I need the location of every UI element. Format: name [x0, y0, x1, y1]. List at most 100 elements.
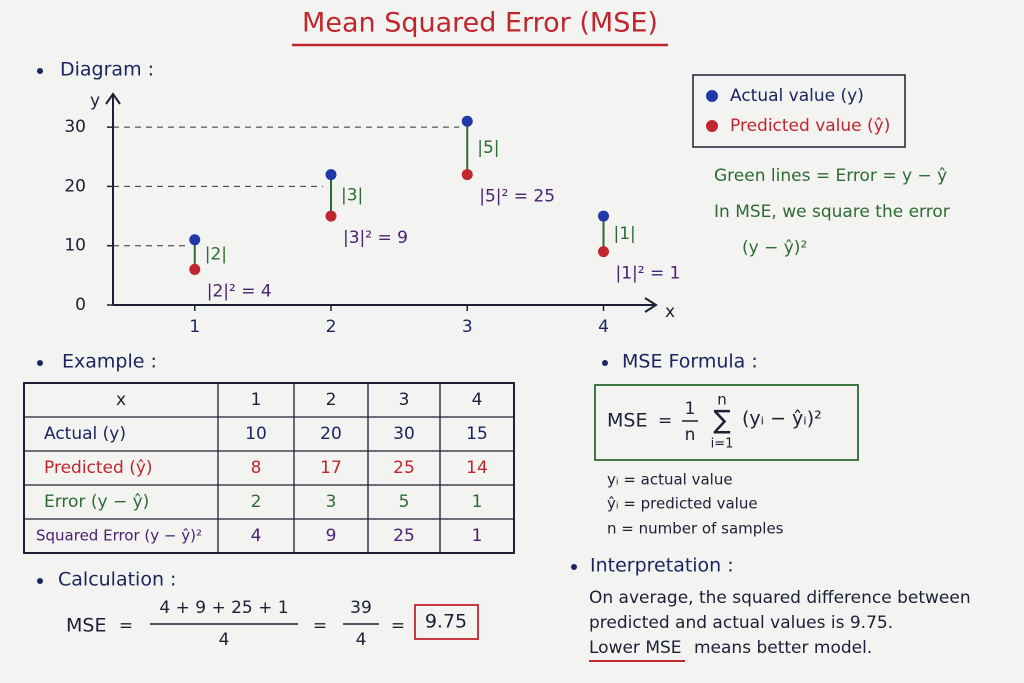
y-tick-label: 30: [64, 117, 86, 137]
error-label: |5|: [477, 138, 499, 158]
x-tick-label: 3: [462, 317, 473, 337]
formula-text: (yᵢ − ŷᵢ)²: [742, 408, 822, 430]
table-border: [23, 382, 515, 554]
section-heading: MSE Formula :: [622, 351, 758, 373]
table-cell: 25: [393, 526, 415, 546]
calc-text: 4: [219, 630, 230, 650]
bullet: [571, 564, 577, 570]
result: 9.75: [425, 611, 467, 633]
y-tick-label: 0: [75, 295, 86, 315]
table-cell: 17: [320, 458, 342, 478]
row-label: Actual (y): [44, 424, 126, 444]
calc-text: 4: [356, 630, 367, 650]
note: In MSE, we square the error: [714, 202, 950, 222]
section-heading: Diagram :: [60, 59, 154, 81]
table-cell: 3: [326, 492, 337, 512]
formula-text: ∑: [713, 406, 731, 436]
row-label: Squared Error (y − ŷ)²: [36, 527, 202, 545]
formula-text: i=1: [711, 437, 734, 452]
table-cell: 30: [393, 424, 415, 444]
error-label: |3|: [341, 185, 363, 205]
x-tick-label: 1: [189, 317, 200, 337]
table-cell: 8: [251, 458, 262, 478]
bullet: [37, 578, 43, 584]
formula-box: [594, 384, 859, 461]
table-cell: 2: [251, 492, 262, 512]
legend-entry: Predicted value (ŷ): [730, 116, 890, 136]
axis-arrow: [644, 297, 658, 313]
section-heading: Example :: [62, 351, 157, 373]
squared-label: |5|² = 25: [479, 187, 555, 207]
table-header: 1: [251, 390, 262, 410]
formula-text: 1: [685, 399, 696, 419]
point: [189, 263, 201, 275]
x-axis-label: x: [665, 302, 675, 322]
paragraph-line: On average, the squared difference betwe…: [589, 588, 971, 608]
y-tick-label: 20: [64, 176, 86, 196]
table-header: 4: [472, 390, 483, 410]
table-cell: 10: [245, 424, 267, 444]
table-cell: 4: [251, 526, 262, 546]
x-tick-label: 4: [598, 317, 609, 337]
calc-text: =: [119, 616, 133, 636]
legend-box: [692, 74, 906, 148]
legend-swatch: [706, 120, 718, 132]
table-cell: 14: [466, 458, 488, 478]
table-header: 3: [399, 390, 410, 410]
y-tick-label: 10: [64, 236, 86, 256]
formula-text: n: [717, 391, 727, 409]
bullet: [37, 68, 43, 74]
calc-text: =: [391, 616, 405, 636]
paragraph-line: means better model.: [694, 638, 872, 658]
result-box: [414, 604, 479, 640]
error-label: |1|: [614, 224, 636, 244]
paragraph-line: predicted and actual values is 9.75.: [589, 613, 893, 633]
calc-text: 4 + 9 + 25 + 1: [159, 598, 288, 618]
row-label: Error (y − ŷ): [44, 492, 149, 512]
chart: 0 10 20 30 1 2 3 4 |2| |2|² = 4 |3| |3|² = 9 |5| |5|²…: [64, 115, 681, 337]
table-header: x: [116, 390, 126, 410]
page-title: Mean Squared Error (MSE): [302, 8, 658, 39]
section-heading: Interpretation :: [590, 555, 734, 577]
formula-text: n: [685, 425, 696, 445]
calc-text: 39: [350, 598, 372, 618]
formula-text: =: [658, 411, 672, 431]
point: [461, 115, 473, 127]
definition: yᵢ = actual value: [607, 471, 733, 489]
x-tick-label: 2: [326, 317, 337, 337]
table-header: 2: [326, 390, 337, 410]
section-heading: Calculation :: [58, 569, 176, 591]
point: [598, 210, 609, 222]
definition: n = number of samples: [607, 520, 784, 538]
point: [325, 210, 337, 222]
squared-label: |2|² = 4: [207, 281, 272, 301]
error-label: |2|: [205, 245, 227, 265]
table-cell: 5: [399, 492, 410, 512]
calc-text: =: [313, 616, 327, 636]
squared-label: |1|² = 1: [616, 264, 681, 284]
note: (y − ŷ)²: [742, 238, 807, 258]
calc-text: MSE: [66, 615, 106, 637]
row-label: Predicted (ŷ): [44, 458, 153, 478]
point: [598, 246, 609, 258]
emphasis: Lower MSE: [589, 638, 682, 658]
note: Green lines = Error = y − ŷ: [714, 166, 947, 186]
formula-text: MSE: [607, 410, 647, 432]
squared-label: |3|² = 9: [343, 228, 408, 248]
y-axis-label: y: [90, 91, 100, 111]
table-cell: 25: [393, 458, 415, 478]
table-cell: 9: [326, 526, 337, 546]
legend-entry: Actual value (y): [730, 86, 864, 106]
point: [189, 234, 201, 246]
point: [325, 169, 337, 181]
table-cell: 1: [472, 492, 483, 512]
axis-arrow: [105, 92, 121, 105]
bullet: [37, 360, 43, 366]
bullet: [602, 360, 608, 366]
definition: ŷᵢ = predicted value: [607, 495, 758, 513]
table-cell: 15: [466, 424, 488, 444]
table-cell: 1: [472, 526, 483, 546]
